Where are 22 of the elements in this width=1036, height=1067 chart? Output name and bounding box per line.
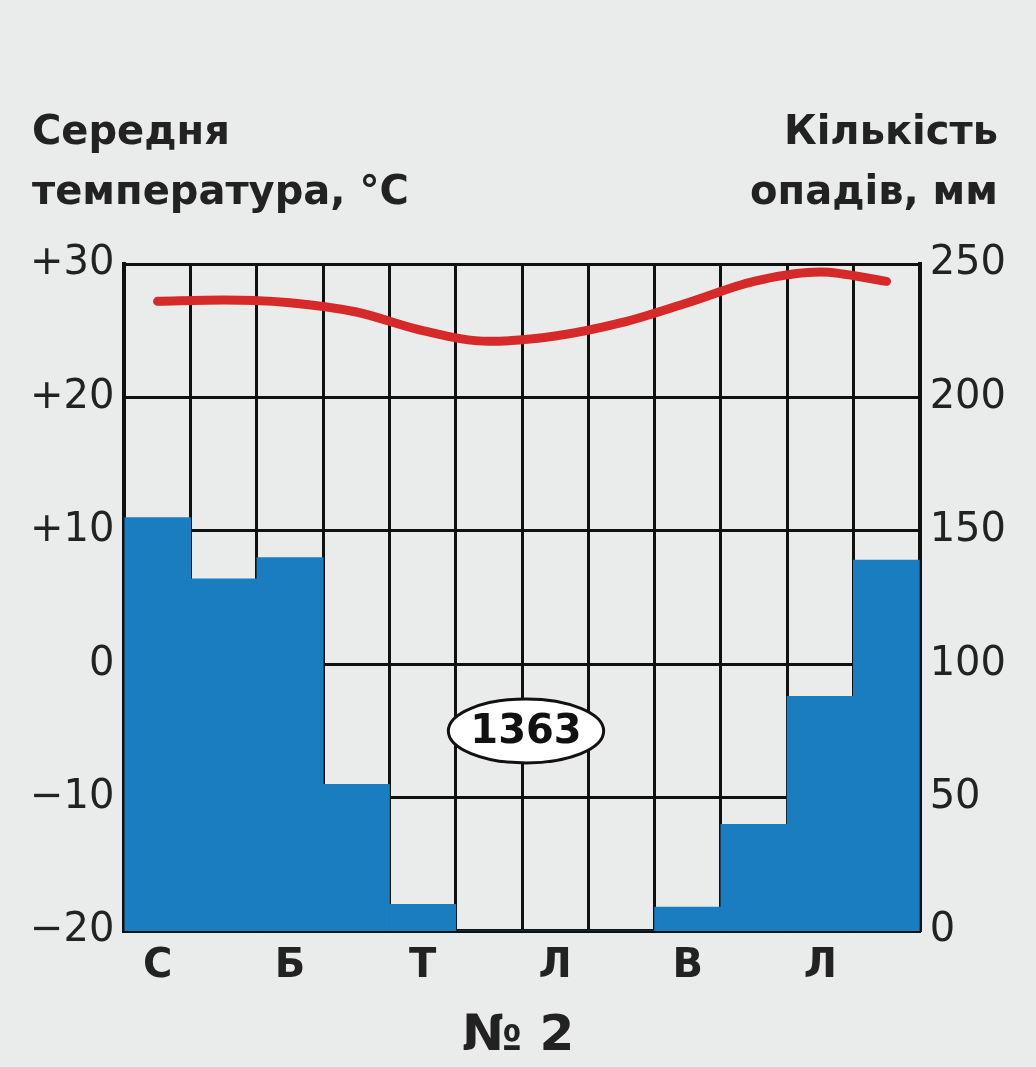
x-tick-label: Л [803,940,837,987]
x-tick-label: С [142,940,173,987]
text: № 2 [461,1003,575,1062]
y-tick-label: −20 [29,904,115,951]
annotation: 1363 [470,706,582,753]
y2-tick-label: 250 [929,237,1007,284]
x-tick-label: Б [274,940,306,987]
y-tick-label: +20 [29,370,115,417]
x-tick-label: В [672,940,703,987]
y2-tick-label: 100 [929,637,1007,684]
x-tick-label: Л [538,940,572,987]
y2-tick-label: 50 [929,770,981,817]
y2-tick-label: 0 [929,904,956,951]
y-tick-label: +30 [29,237,115,284]
y2-tick-label: 200 [929,370,1007,417]
y-tick-label: −10 [29,770,115,817]
y2-axis-title: Кількість опадів, мм [749,106,998,215]
y-axis-title: Середня температура, °C [32,106,410,215]
y-tick-label: 0 [88,637,115,684]
y2-tick-label: 150 [929,504,1007,551]
x-tick-label: Т [408,940,437,987]
y-tick-label: +10 [29,504,115,551]
